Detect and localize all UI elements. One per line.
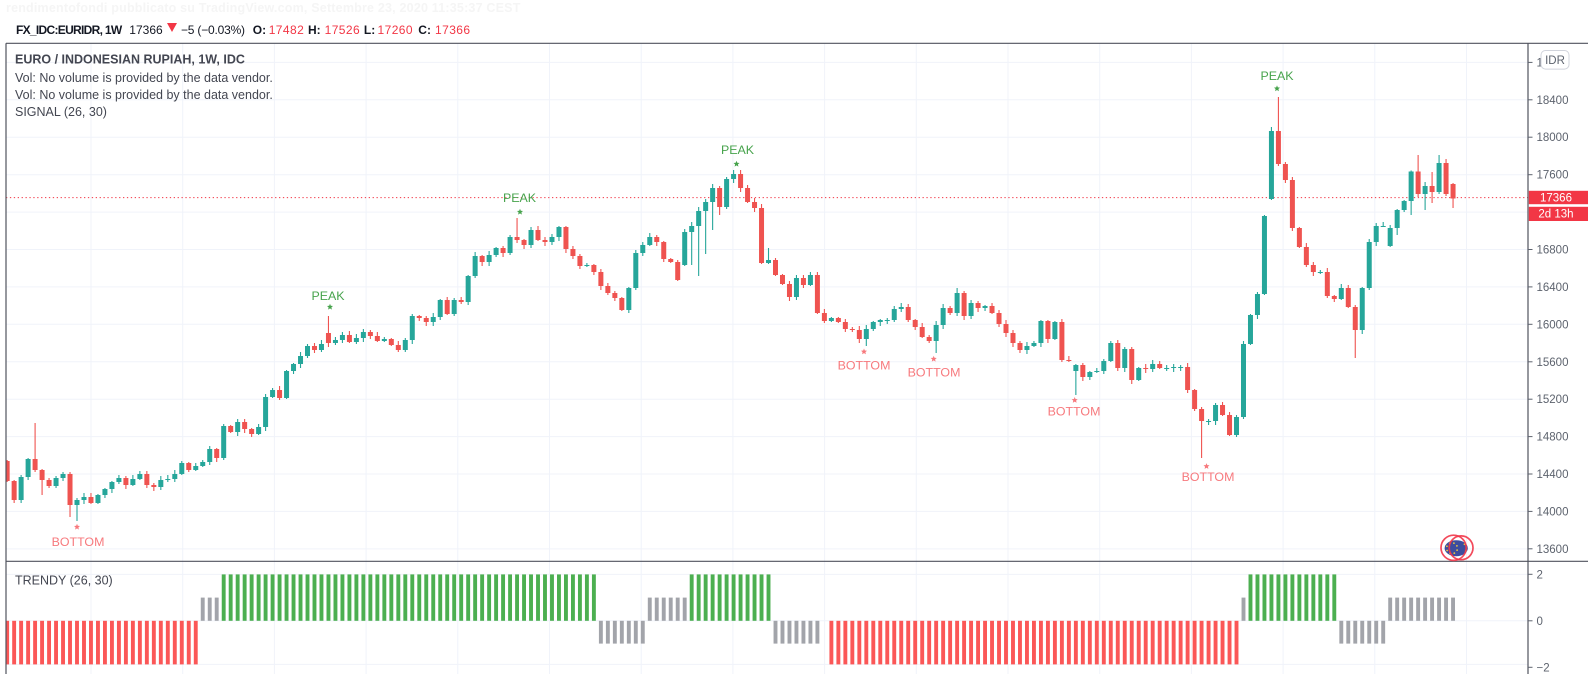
svg-text:BOTTOM: BOTTOM bbox=[1182, 470, 1235, 484]
svg-text:2: 2 bbox=[1537, 569, 1543, 581]
svg-text:PEAK: PEAK bbox=[311, 289, 345, 303]
svg-text:15600: 15600 bbox=[1537, 357, 1569, 369]
svg-text:PEAK: PEAK bbox=[1260, 69, 1294, 83]
svg-text:18000: 18000 bbox=[1537, 132, 1569, 144]
svg-text:18400: 18400 bbox=[1537, 95, 1569, 107]
svg-text:16000: 16000 bbox=[1537, 319, 1569, 331]
svg-text:BOTTOM: BOTTOM bbox=[838, 358, 891, 372]
svg-text:14000: 14000 bbox=[1537, 506, 1569, 518]
svg-text:PEAK: PEAK bbox=[721, 143, 755, 157]
svg-text:Vol: No volume is provided by: Vol: No volume is provided by the data v… bbox=[15, 88, 273, 102]
svg-text:17366: 17366 bbox=[1540, 192, 1572, 204]
svg-text:SIGNAL (26, 30): SIGNAL (26, 30) bbox=[15, 105, 107, 119]
svg-text:PEAK: PEAK bbox=[503, 191, 537, 205]
svg-text:14800: 14800 bbox=[1537, 432, 1569, 444]
svg-text:EURO / INDONESIAN RUPIAH, 1W,: EURO / INDONESIAN RUPIAH, 1W, IDC bbox=[15, 53, 245, 67]
svg-text:2d 13h: 2d 13h bbox=[1538, 209, 1573, 221]
svg-text:14400: 14400 bbox=[1537, 469, 1569, 481]
svg-text:Vol: No volume is provided by: Vol: No volume is provided by the data v… bbox=[15, 71, 273, 85]
svg-text:BOTTOM: BOTTOM bbox=[908, 366, 961, 380]
svg-text:0: 0 bbox=[1537, 616, 1543, 628]
svg-text:13600: 13600 bbox=[1537, 544, 1569, 556]
svg-text:−2: −2 bbox=[1537, 662, 1550, 674]
svg-text:TRENDY (26, 30): TRENDY (26, 30) bbox=[15, 574, 113, 588]
svg-text:15200: 15200 bbox=[1537, 394, 1569, 406]
svg-text:BOTTOM: BOTTOM bbox=[52, 535, 105, 549]
svg-text:IDR: IDR bbox=[1545, 55, 1565, 67]
svg-text:BOTTOM: BOTTOM bbox=[1048, 405, 1101, 419]
svg-text:16800: 16800 bbox=[1537, 245, 1569, 257]
svg-text:16400: 16400 bbox=[1537, 282, 1569, 294]
svg-text:17600: 17600 bbox=[1537, 170, 1569, 182]
